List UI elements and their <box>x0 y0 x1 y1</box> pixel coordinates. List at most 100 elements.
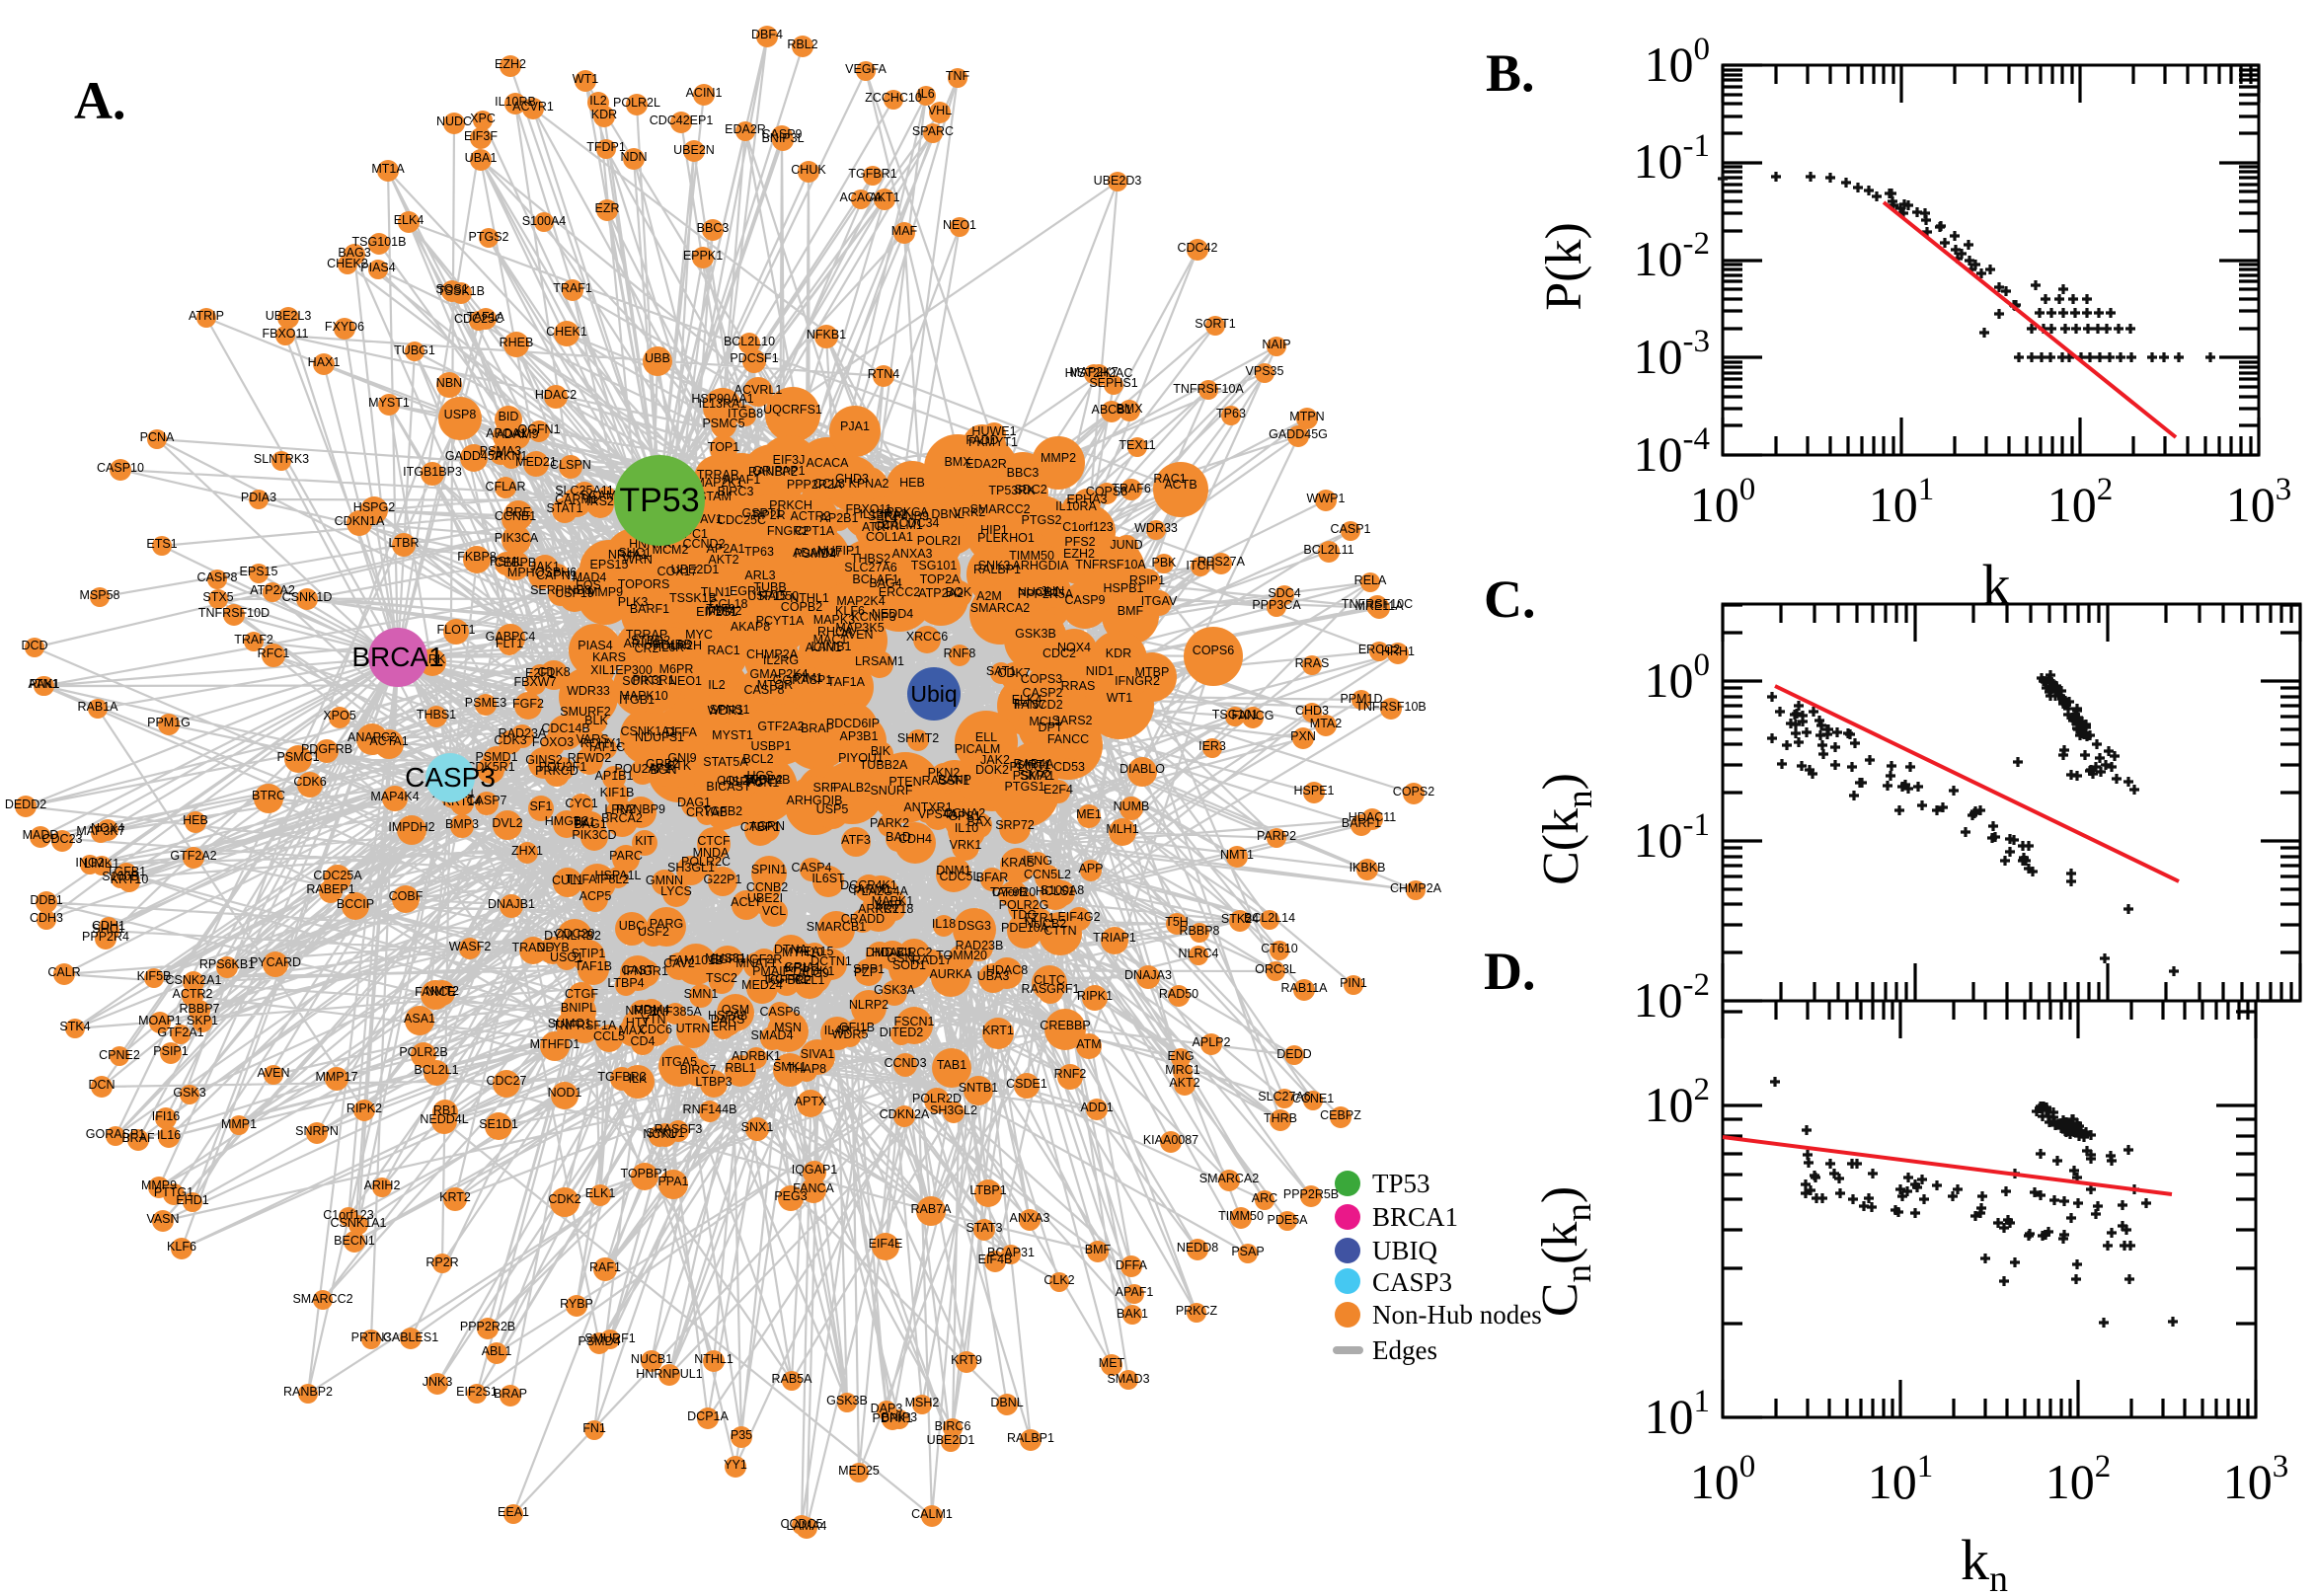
svg-text:BIRC7: BIRC7 <box>680 1063 717 1077</box>
svg-text:CLK2: CLK2 <box>1043 1273 1074 1287</box>
svg-text:CALM1: CALM1 <box>882 518 923 532</box>
svg-text:USF2: USF2 <box>638 925 669 939</box>
svg-text:PPP2R4: PPP2R4 <box>82 930 129 944</box>
svg-text:G22P1: G22P1 <box>704 873 742 886</box>
svg-text:ATM: ATM <box>1076 1037 1101 1051</box>
svg-text:BCL2L11: BCL2L11 <box>1303 543 1353 557</box>
svg-text:CDC25A: CDC25A <box>313 869 362 882</box>
svg-text:PSMD1: PSMD1 <box>475 750 517 764</box>
svg-text:NFKB1: NFKB1 <box>807 328 846 342</box>
svg-text:UQCRFS1: UQCRFS1 <box>763 403 822 417</box>
svg-text:BAK1: BAK1 <box>1117 1307 1148 1321</box>
svg-text:BCCIP: BCCIP <box>337 897 374 911</box>
svg-text:E2F1: E2F1 <box>525 666 555 680</box>
svg-text:LAMA4: LAMA4 <box>787 1519 827 1533</box>
svg-text:BBC3: BBC3 <box>697 221 730 235</box>
svg-text:CCL3: CCL3 <box>813 477 845 491</box>
svg-text:SMARCA2: SMARCA2 <box>970 601 1030 615</box>
svg-text:SUMO1: SUMO1 <box>548 1017 592 1030</box>
svg-text:HSP90AA1: HSP90AA1 <box>691 392 753 406</box>
svg-text:CDH1: CDH1 <box>92 919 125 933</box>
svg-text:C.: C. <box>1484 570 1536 629</box>
svg-text:DOK2: DOK2 <box>975 763 1009 777</box>
svg-text:USP15: USP15 <box>747 589 787 603</box>
svg-text:10-3: 10-3 <box>1634 324 1711 384</box>
svg-text:BID: BID <box>499 410 519 423</box>
svg-text:FADD: FADD <box>965 433 998 447</box>
svg-text:TGFBR1: TGFBR1 <box>848 167 896 181</box>
svg-text:RNF144B: RNF144B <box>683 1102 737 1116</box>
svg-text:CYC1: CYC1 <box>565 797 597 810</box>
svg-text:EZH2: EZH2 <box>1063 547 1095 561</box>
svg-text:JUN: JUN <box>1041 584 1064 598</box>
svg-text:MSH2: MSH2 <box>905 1396 940 1409</box>
svg-text:ILK: ILK <box>629 1072 648 1086</box>
svg-text:BRAP: BRAP <box>494 1387 527 1401</box>
svg-text:PKN2: PKN2 <box>928 766 961 780</box>
svg-text:C1orf123: C1orf123 <box>1062 520 1113 534</box>
svg-text:VEGFA: VEGFA <box>845 62 887 76</box>
svg-text:KARS: KARS <box>592 650 626 664</box>
svg-text:MAPK1: MAPK1 <box>872 894 913 908</box>
svg-text:WDR33: WDR33 <box>567 684 610 698</box>
svg-text:NTHL1: NTHL1 <box>694 1352 733 1366</box>
svg-text:GRB2: GRB2 <box>646 757 679 771</box>
svg-text:C7orf20: C7orf20 <box>992 885 1037 899</box>
svg-text:MADD: MADD <box>23 828 59 842</box>
svg-text:Non-Hub nodes: Non-Hub nodes <box>1372 1300 1542 1330</box>
svg-text:CSNK1D: CSNK1D <box>282 590 333 604</box>
svg-text:EEA1: EEA1 <box>498 1505 529 1519</box>
svg-text:CCL5: CCL5 <box>593 1029 625 1043</box>
svg-text:TNFRSF1A: TNFRSF1A <box>553 1019 617 1032</box>
svg-text:MMP1: MMP1 <box>221 1117 257 1131</box>
svg-text:DNAJB1: DNAJB1 <box>488 897 535 911</box>
svg-text:NID1: NID1 <box>1086 664 1115 678</box>
svg-text:NDN: NDN <box>620 150 647 164</box>
svg-text:BRAP: BRAP <box>801 722 834 735</box>
svg-text:AGRN: AGRN <box>749 819 785 833</box>
svg-text:DNAJA3: DNAJA3 <box>1124 968 1172 982</box>
svg-text:TUBB: TUBB <box>753 580 786 594</box>
svg-text:ARHGDIB: ARHGDIB <box>787 794 843 807</box>
svg-text:STAT3: STAT3 <box>965 1221 1002 1235</box>
svg-text:RASSF3: RASSF3 <box>655 1122 703 1136</box>
svg-text:GADD45A: GADD45A <box>445 449 503 463</box>
svg-text:POLR2H: POLR2H <box>653 639 702 652</box>
svg-text:MAPK3: MAPK3 <box>813 613 855 627</box>
svg-text:S100B: S100B <box>102 870 139 883</box>
svg-text:SMURF2: SMURF2 <box>560 705 610 719</box>
svg-text:TRADD: TRADD <box>511 941 554 954</box>
svg-text:BRAF: BRAF <box>121 1131 155 1145</box>
svg-text:KIF1B: KIF1B <box>600 786 635 799</box>
svg-text:ITCH: ITCH <box>1186 559 1214 572</box>
svg-text:BARF1: BARF1 <box>1342 816 1381 830</box>
svg-text:HDAC2: HDAC2 <box>535 388 577 402</box>
svg-text:BBC3: BBC3 <box>1007 466 1040 480</box>
svg-text:IFNG: IFNG <box>1023 854 1052 868</box>
svg-text:KRT10: KRT10 <box>111 873 149 886</box>
svg-text:CASP3: CASP3 <box>1372 1267 1452 1297</box>
svg-text:BAG1: BAG1 <box>574 817 606 831</box>
svg-text:PIAS4: PIAS4 <box>578 639 612 652</box>
svg-text:TSSK1B: TSSK1B <box>437 284 485 298</box>
svg-text:SE1D1: SE1D1 <box>479 1117 518 1131</box>
svg-text:NBN: NBN <box>436 376 462 390</box>
svg-text:AP1B1: AP1B1 <box>595 769 634 783</box>
svg-text:PPP2R2A: PPP2R2A <box>787 478 843 492</box>
svg-text:CDC14B: CDC14B <box>541 722 589 735</box>
svg-text:PRTN3: PRTN3 <box>351 1330 392 1344</box>
svg-text:D.: D. <box>1484 942 1536 1001</box>
svg-text:DAG1: DAG1 <box>677 796 711 809</box>
svg-text:CCNB2: CCNB2 <box>746 880 788 894</box>
svg-text:FKBP8: FKBP8 <box>457 550 497 564</box>
svg-text:HRH1: HRH1 <box>1381 645 1415 658</box>
svg-text:TSC2: TSC2 <box>706 971 737 985</box>
svg-text:POU2AF1: POU2AF1 <box>615 762 671 776</box>
svg-text:UBE2D1: UBE2D1 <box>671 563 720 576</box>
svg-text:FN1: FN1 <box>582 1421 606 1435</box>
svg-text:MTA2: MTA2 <box>1310 717 1342 730</box>
svg-text:UBC: UBC <box>619 919 645 933</box>
svg-text:FOXO3: FOXO3 <box>532 735 574 749</box>
svg-text:CDH4: CDH4 <box>898 832 932 846</box>
svg-text:ACTR2: ACTR2 <box>173 987 213 1001</box>
